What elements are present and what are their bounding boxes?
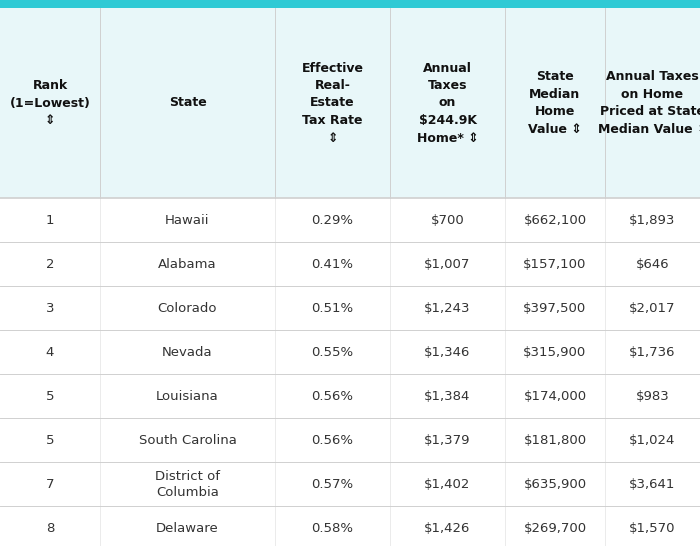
Text: $2,017: $2,017 — [629, 301, 676, 314]
Text: $315,900: $315,900 — [524, 346, 587, 359]
Text: 0.51%: 0.51% — [312, 301, 354, 314]
Text: 1: 1 — [46, 213, 55, 227]
Text: $174,000: $174,000 — [524, 389, 587, 402]
Text: $269,700: $269,700 — [524, 521, 587, 535]
Text: 3: 3 — [46, 301, 55, 314]
Bar — [0, 286, 700, 330]
Text: $1,379: $1,379 — [424, 434, 470, 447]
Text: $1,426: $1,426 — [424, 521, 470, 535]
Text: 2: 2 — [46, 258, 55, 270]
Text: $1,243: $1,243 — [424, 301, 470, 314]
Text: $181,800: $181,800 — [524, 434, 587, 447]
Text: Nevada: Nevada — [162, 346, 213, 359]
Text: 5: 5 — [46, 434, 55, 447]
Bar — [0, 198, 700, 242]
Text: Hawaii: Hawaii — [165, 213, 210, 227]
Bar — [0, 462, 700, 506]
Text: 0.56%: 0.56% — [312, 434, 354, 447]
Text: Louisiana: Louisiana — [156, 389, 219, 402]
Text: $1,384: $1,384 — [424, 389, 470, 402]
Text: 5: 5 — [46, 389, 55, 402]
Text: $700: $700 — [430, 213, 464, 227]
Text: Effective
Real-
Estate
Tax Rate
⇕: Effective Real- Estate Tax Rate ⇕ — [302, 62, 363, 145]
Text: $1,402: $1,402 — [424, 478, 470, 490]
Text: South Carolina: South Carolina — [139, 434, 237, 447]
Text: Alabama: Alabama — [158, 258, 217, 270]
Text: 0.56%: 0.56% — [312, 389, 354, 402]
Text: Rank
(1=Lowest)
⇕: Rank (1=Lowest) ⇕ — [10, 79, 90, 127]
Text: $1,570: $1,570 — [629, 521, 676, 535]
Text: $1,024: $1,024 — [629, 434, 676, 447]
Text: $646: $646 — [636, 258, 669, 270]
Text: $983: $983 — [636, 389, 669, 402]
Bar — [0, 506, 700, 546]
Text: 0.29%: 0.29% — [312, 213, 354, 227]
Text: 4: 4 — [46, 346, 54, 359]
Text: $3,641: $3,641 — [629, 478, 676, 490]
Text: Colorado: Colorado — [158, 301, 217, 314]
Text: Annual Taxes
on Home
Priced at State
Median Value ⇕: Annual Taxes on Home Priced at State Med… — [598, 70, 700, 136]
Text: 7: 7 — [46, 478, 55, 490]
Text: $1,346: $1,346 — [424, 346, 470, 359]
Text: $1,007: $1,007 — [424, 258, 470, 270]
Bar — [0, 330, 700, 374]
Text: State
Median
Home
Value ⇕: State Median Home Value ⇕ — [528, 70, 582, 136]
Bar — [0, 0, 700, 8]
Text: 0.58%: 0.58% — [312, 521, 354, 535]
Bar — [0, 418, 700, 462]
Text: 8: 8 — [46, 521, 54, 535]
Text: $1,893: $1,893 — [629, 213, 676, 227]
Bar — [0, 374, 700, 418]
Text: $1,736: $1,736 — [629, 346, 676, 359]
Text: Delaware: Delaware — [156, 521, 219, 535]
Text: $157,100: $157,100 — [524, 258, 587, 270]
Text: $635,900: $635,900 — [524, 478, 587, 490]
Text: 0.55%: 0.55% — [312, 346, 354, 359]
Text: 0.57%: 0.57% — [312, 478, 354, 490]
Text: State: State — [169, 97, 206, 110]
Bar — [0, 242, 700, 286]
Text: Annual
Taxes
on
$244.9K
Home* ⇕: Annual Taxes on $244.9K Home* ⇕ — [416, 62, 478, 145]
Text: $397,500: $397,500 — [524, 301, 587, 314]
Text: $662,100: $662,100 — [524, 213, 587, 227]
Text: District of
Columbia: District of Columbia — [155, 470, 220, 498]
Bar — [0, 8, 700, 198]
Text: 0.41%: 0.41% — [312, 258, 354, 270]
